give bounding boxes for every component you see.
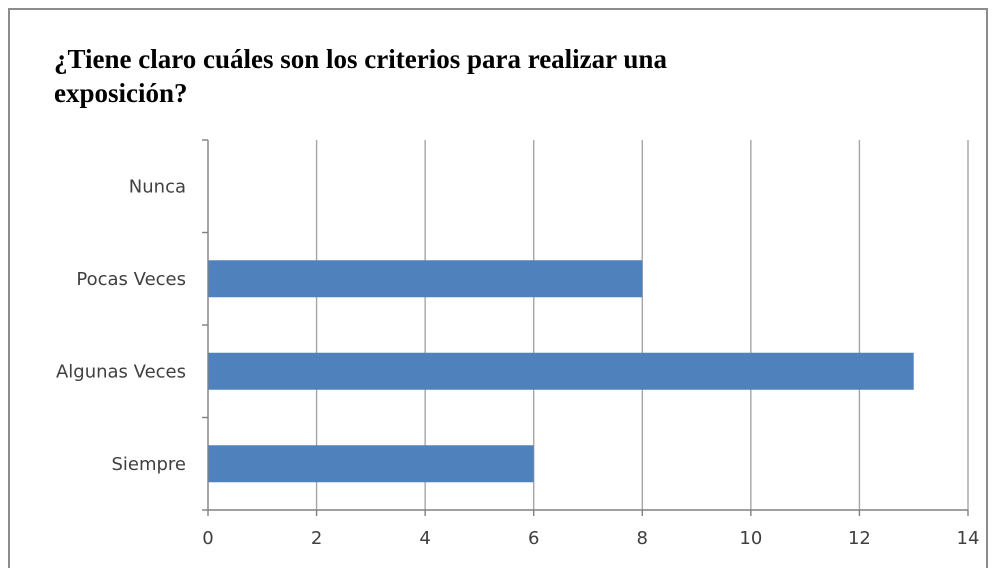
- bar-algunas-veces: [208, 352, 914, 390]
- category-label-pocas-veces: Pocas Veces: [76, 269, 186, 290]
- x-tick-labels: 0 2 4 6 8 10 12 14: [202, 528, 979, 549]
- category-label-algunas-veces: Algunas Veces: [56, 361, 186, 382]
- bar-chart: ¿Tiene claro cuáles son los criterios pa…: [54, 44, 979, 549]
- x-tick-label-14: 14: [957, 528, 980, 549]
- category-labels: Nunca Pocas Veces Algunas Veces Siempre: [56, 176, 186, 475]
- gridlines: [315, 140, 969, 510]
- chart-frame: ¿Tiene claro cuáles son los criterios pa…: [8, 8, 988, 568]
- chart-title-line-1: ¿Tiene claro cuáles son los criterios pa…: [54, 44, 667, 74]
- x-tick-label-8: 8: [637, 528, 648, 549]
- category-label-siempre: Siempre: [111, 454, 186, 475]
- x-tick-label-4: 4: [419, 528, 430, 549]
- x-tick-label-2: 2: [311, 528, 322, 549]
- chart-title: ¿Tiene claro cuáles son los criterios pa…: [54, 44, 667, 108]
- bar-siempre: [208, 445, 534, 483]
- x-tick-label-0: 0: [202, 528, 213, 549]
- axes: [202, 139, 969, 516]
- category-label-nunca: Nunca: [129, 176, 186, 197]
- x-tick-label-6: 6: [528, 528, 539, 549]
- x-tick-label-10: 10: [739, 528, 762, 549]
- bar-pocas-veces: [208, 260, 643, 298]
- bars: [208, 260, 914, 483]
- x-tick-label-12: 12: [848, 528, 871, 549]
- chart-title-line-2: exposición?: [54, 78, 188, 108]
